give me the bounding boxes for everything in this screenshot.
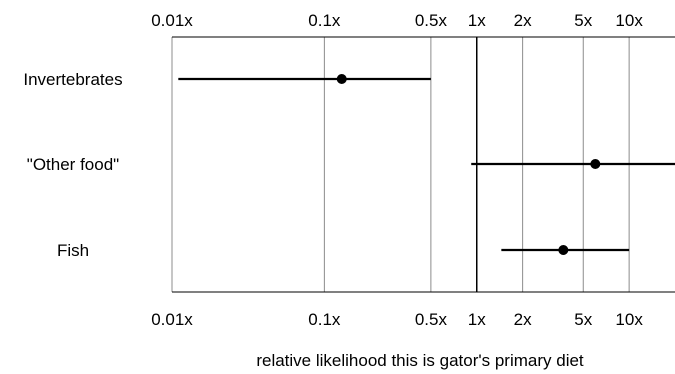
tick-label-top: 1x (468, 11, 486, 30)
interval-layer (178, 77, 675, 252)
estimate-point (336, 74, 347, 84)
category-label: Fish (57, 241, 89, 260)
estimate-point (590, 159, 601, 169)
tick-label-top: 0.1x (308, 11, 341, 30)
tick-label-bottom: 1x (468, 310, 486, 329)
tick-label-bottom: 2x (514, 310, 532, 329)
estimate-layer (336, 74, 601, 255)
tick-label-bottom: 10x (615, 310, 643, 329)
tick-label-top: 0.01x (151, 11, 193, 30)
bottom-tick-labels: 0.01x 0.1x 0.5x 1x 2x 5x 10x (151, 310, 643, 329)
plot-frame (172, 36, 675, 293)
estimate-point (558, 245, 569, 255)
category-label: Invertebrates (23, 70, 122, 89)
tick-label-top: 0.5x (415, 11, 448, 30)
category-label: "Other food" (27, 155, 119, 174)
category-labels: Invertebrates "Other food" Fish (23, 70, 122, 260)
tick-label-bottom: 0.01x (151, 310, 193, 329)
tick-label-bottom: 5x (574, 310, 592, 329)
top-tick-labels: 0.01x 0.1x 0.5x 1x 2x 5x 10x (151, 11, 643, 30)
tick-label-bottom: 0.5x (415, 310, 448, 329)
x-axis-title: relative likelihood this is gator's prim… (256, 351, 584, 370)
tick-label-top: 10x (615, 11, 643, 30)
tick-label-bottom: 0.1x (308, 310, 341, 329)
tick-label-top: 5x (574, 11, 592, 30)
tick-label-top: 2x (514, 11, 532, 30)
